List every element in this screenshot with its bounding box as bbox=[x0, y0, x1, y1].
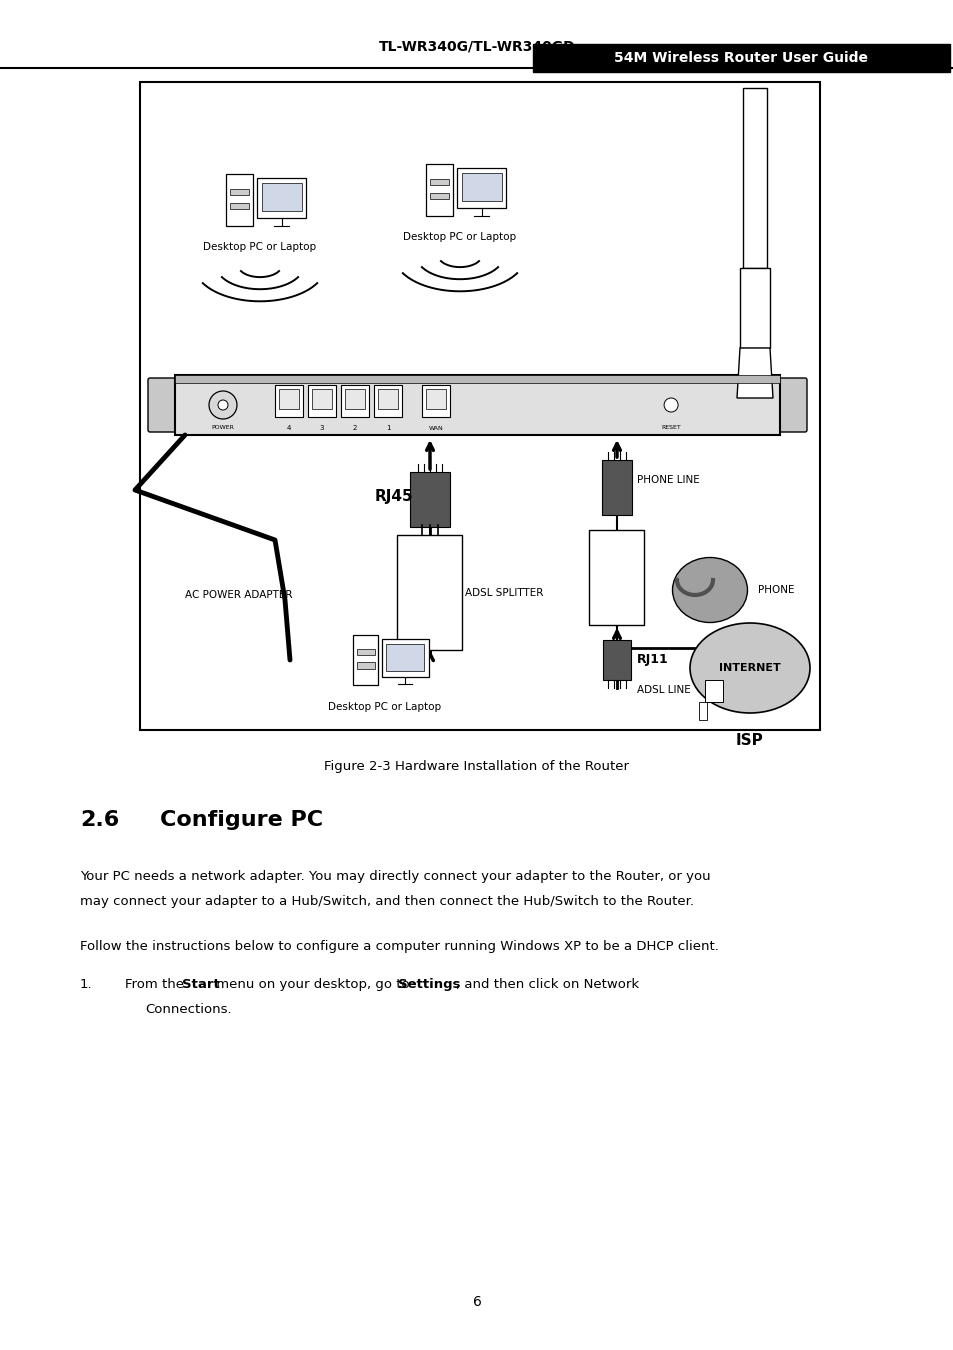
Text: Configure PC: Configure PC bbox=[160, 810, 323, 830]
FancyBboxPatch shape bbox=[421, 385, 450, 417]
Text: 4: 4 bbox=[287, 425, 291, 431]
Text: PHONE LINE: PHONE LINE bbox=[637, 475, 699, 485]
FancyBboxPatch shape bbox=[261, 182, 301, 212]
Text: INTERNET: INTERNET bbox=[719, 663, 781, 674]
FancyBboxPatch shape bbox=[589, 531, 644, 625]
Text: 54M Wireless Router User Guide: 54M Wireless Router User Guide bbox=[614, 51, 867, 65]
Text: Your PC needs a network adapter. You may directly connect your adapter to the Ro: Your PC needs a network adapter. You may… bbox=[80, 869, 710, 883]
FancyBboxPatch shape bbox=[704, 680, 722, 702]
FancyBboxPatch shape bbox=[230, 189, 249, 196]
FancyBboxPatch shape bbox=[356, 649, 375, 655]
FancyBboxPatch shape bbox=[426, 163, 453, 216]
FancyBboxPatch shape bbox=[308, 385, 335, 417]
FancyBboxPatch shape bbox=[386, 644, 424, 671]
FancyBboxPatch shape bbox=[742, 88, 766, 269]
FancyBboxPatch shape bbox=[274, 385, 303, 417]
Text: WAN: WAN bbox=[428, 427, 443, 431]
Text: From the: From the bbox=[125, 977, 188, 991]
Text: RESET: RESET bbox=[660, 425, 680, 431]
Text: Follow the instructions below to configure a computer running Windows XP to be a: Follow the instructions below to configu… bbox=[80, 940, 719, 953]
FancyBboxPatch shape bbox=[353, 636, 377, 684]
Polygon shape bbox=[737, 348, 772, 398]
FancyBboxPatch shape bbox=[533, 45, 949, 72]
FancyBboxPatch shape bbox=[148, 378, 182, 432]
Text: Figure 2-3 Hardware Installation of the Router: Figure 2-3 Hardware Installation of the … bbox=[324, 760, 629, 774]
Circle shape bbox=[209, 392, 236, 418]
FancyBboxPatch shape bbox=[601, 460, 631, 514]
Text: PHONE: PHONE bbox=[758, 585, 794, 595]
FancyBboxPatch shape bbox=[772, 378, 806, 432]
FancyBboxPatch shape bbox=[256, 178, 306, 219]
FancyBboxPatch shape bbox=[381, 640, 428, 678]
Text: may connect your adapter to a Hub/Switch, and then connect the Hub/Switch to the: may connect your adapter to a Hub/Switch… bbox=[80, 895, 693, 909]
Text: TL-WR340G/TL-WR340GD: TL-WR340G/TL-WR340GD bbox=[378, 40, 575, 54]
Ellipse shape bbox=[672, 558, 747, 622]
FancyBboxPatch shape bbox=[699, 702, 706, 720]
Text: Desktop PC or Laptop: Desktop PC or Laptop bbox=[328, 702, 441, 711]
Text: 2.6: 2.6 bbox=[80, 810, 119, 830]
FancyBboxPatch shape bbox=[740, 269, 769, 348]
FancyBboxPatch shape bbox=[410, 472, 450, 526]
FancyBboxPatch shape bbox=[230, 202, 249, 209]
Text: Start: Start bbox=[182, 977, 219, 991]
Circle shape bbox=[663, 398, 678, 412]
Text: RJ45: RJ45 bbox=[375, 490, 414, 505]
Text: 6: 6 bbox=[472, 1295, 481, 1309]
Text: AC POWER ADAPTER: AC POWER ADAPTER bbox=[185, 590, 293, 599]
Text: Settings: Settings bbox=[397, 977, 460, 991]
FancyBboxPatch shape bbox=[312, 389, 332, 409]
Text: Connections.: Connections. bbox=[145, 1003, 232, 1017]
FancyBboxPatch shape bbox=[426, 389, 446, 409]
FancyBboxPatch shape bbox=[461, 173, 501, 201]
FancyBboxPatch shape bbox=[356, 663, 375, 668]
Text: , and then click on Network: , and then click on Network bbox=[456, 977, 639, 991]
FancyBboxPatch shape bbox=[377, 389, 397, 409]
Text: ADSL SPLITTER: ADSL SPLITTER bbox=[465, 587, 543, 598]
Text: ISP: ISP bbox=[736, 733, 763, 748]
Text: menu on your desktop, go to: menu on your desktop, go to bbox=[212, 977, 414, 991]
FancyBboxPatch shape bbox=[456, 169, 506, 208]
Circle shape bbox=[218, 400, 228, 410]
Ellipse shape bbox=[689, 622, 809, 713]
FancyBboxPatch shape bbox=[174, 375, 780, 383]
FancyBboxPatch shape bbox=[345, 389, 365, 409]
Text: 3: 3 bbox=[319, 425, 324, 431]
FancyBboxPatch shape bbox=[278, 389, 298, 409]
FancyBboxPatch shape bbox=[430, 193, 449, 200]
Text: 2: 2 bbox=[353, 425, 356, 431]
FancyBboxPatch shape bbox=[174, 375, 780, 435]
Text: 1: 1 bbox=[385, 425, 390, 431]
FancyBboxPatch shape bbox=[602, 640, 630, 680]
Text: POWER: POWER bbox=[212, 425, 234, 431]
FancyBboxPatch shape bbox=[430, 178, 449, 185]
Text: Desktop PC or Laptop: Desktop PC or Laptop bbox=[403, 232, 516, 242]
FancyBboxPatch shape bbox=[226, 174, 253, 227]
FancyBboxPatch shape bbox=[374, 385, 401, 417]
Text: RJ11: RJ11 bbox=[637, 653, 668, 667]
FancyBboxPatch shape bbox=[397, 535, 462, 649]
Text: ADSL LINE: ADSL LINE bbox=[637, 684, 690, 695]
FancyBboxPatch shape bbox=[140, 82, 820, 730]
Text: 1.: 1. bbox=[80, 977, 92, 991]
Text: Desktop PC or Laptop: Desktop PC or Laptop bbox=[203, 242, 316, 252]
FancyBboxPatch shape bbox=[340, 385, 369, 417]
